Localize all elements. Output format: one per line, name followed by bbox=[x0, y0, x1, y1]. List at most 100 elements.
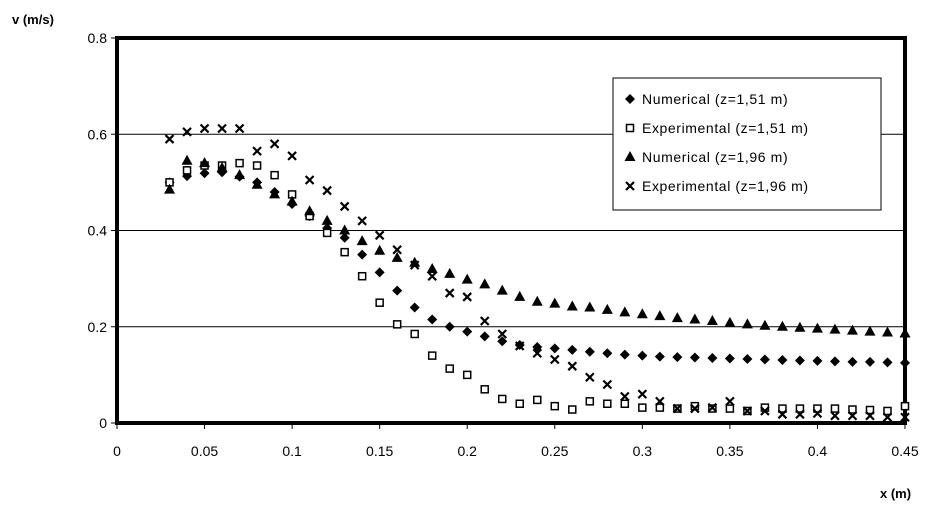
data-point-square bbox=[603, 399, 612, 408]
data-point-x bbox=[602, 379, 613, 390]
data-point-triangle bbox=[706, 314, 718, 325]
data-point-triangle bbox=[776, 320, 788, 331]
data-point-triangle bbox=[724, 316, 736, 327]
data-point-triangle bbox=[864, 325, 876, 336]
series-diamond bbox=[164, 167, 910, 368]
data-point-diamond bbox=[759, 354, 770, 365]
y-tick-label: 0 bbox=[99, 415, 107, 431]
data-point-square bbox=[445, 364, 454, 373]
legend: Numerical (z=1,51 m) Experimental (z=1,51… bbox=[612, 77, 882, 211]
data-point-x bbox=[655, 396, 665, 407]
data-point-x bbox=[865, 411, 875, 421]
data-point-square bbox=[725, 404, 735, 413]
data-point-triangle bbox=[811, 322, 823, 333]
data-point-triangle bbox=[234, 169, 246, 180]
data-point-x bbox=[427, 271, 437, 281]
y-axis-label: v (m/s) bbox=[12, 12, 54, 27]
data-point-x bbox=[830, 411, 840, 421]
data-point-triangle bbox=[269, 188, 281, 199]
data-point-diamond bbox=[199, 168, 210, 179]
data-point-diamond bbox=[707, 353, 718, 364]
data-point-x bbox=[760, 406, 770, 416]
data-point-square bbox=[550, 401, 560, 411]
x-tick-label: 0.2 bbox=[457, 443, 477, 459]
data-point-triangle bbox=[286, 195, 298, 206]
data-point-x bbox=[252, 146, 262, 156]
series-triangle bbox=[164, 154, 911, 338]
data-point-triangle bbox=[566, 300, 578, 311]
data-point-square bbox=[235, 158, 244, 168]
data-point-triangle bbox=[671, 312, 683, 323]
data-point-x bbox=[409, 260, 420, 270]
data-point-triangle bbox=[619, 306, 631, 317]
data-point-diamond bbox=[584, 346, 595, 357]
legend-marker-diamond bbox=[625, 94, 635, 104]
data-point-diamond bbox=[742, 353, 753, 364]
series-x bbox=[164, 123, 910, 423]
data-point-x bbox=[777, 409, 788, 420]
x-tick-label: 0.25 bbox=[541, 443, 568, 459]
data-point-triangle bbox=[391, 251, 403, 262]
data-point-x bbox=[585, 372, 595, 383]
data-point-diamond bbox=[689, 352, 700, 363]
data-point-diamond bbox=[339, 232, 350, 243]
data-point-diamond bbox=[847, 356, 858, 367]
data-point-x bbox=[567, 361, 578, 371]
data-point-triangle bbox=[601, 303, 613, 314]
data-point-diamond bbox=[479, 331, 490, 342]
data-point-x bbox=[182, 127, 192, 137]
data-point-triangle bbox=[514, 290, 526, 301]
data-point-square bbox=[585, 397, 595, 406]
data-point-x bbox=[164, 134, 175, 144]
data-point-diamond bbox=[409, 302, 420, 313]
data-point-square bbox=[322, 228, 332, 238]
y-tick-label: 0.8 bbox=[88, 30, 108, 46]
data-point-diamond bbox=[497, 336, 508, 347]
data-point-triangle bbox=[899, 327, 911, 338]
legend-entry-label: Experimental (z=1,96 m) bbox=[642, 178, 809, 194]
data-point-triangle bbox=[199, 157, 211, 168]
legend-entry-label: Numerical (z=1,51 m) bbox=[642, 91, 788, 107]
data-point-square bbox=[848, 405, 857, 414]
data-point-x bbox=[357, 216, 367, 226]
legend-marker-triangle bbox=[624, 151, 636, 161]
data-point-square bbox=[480, 385, 489, 394]
data-point-square bbox=[515, 399, 525, 408]
data-point-x bbox=[532, 348, 543, 358]
data-point-triangle bbox=[654, 310, 666, 321]
x-tick-label: 0.05 bbox=[191, 443, 218, 459]
data-point-diamond bbox=[864, 356, 875, 367]
data-point-square bbox=[410, 329, 419, 339]
x-tick-label: 0.15 bbox=[366, 443, 393, 459]
data-point-square bbox=[427, 351, 437, 360]
data-point-x bbox=[882, 412, 893, 423]
data-point-diamond bbox=[374, 267, 385, 278]
data-point-triangle bbox=[689, 313, 701, 324]
data-point-x bbox=[392, 244, 402, 255]
data-point-x bbox=[707, 402, 718, 413]
data-point-square bbox=[375, 298, 384, 307]
x-tick-label: 0.3 bbox=[633, 443, 653, 459]
x-tick-label: 0.1 bbox=[282, 443, 302, 459]
x-tick-label: 0.35 bbox=[716, 443, 743, 459]
data-point-square bbox=[795, 404, 805, 413]
data-point-square bbox=[900, 401, 910, 411]
data-point-diamond bbox=[724, 353, 735, 364]
data-point-diamond bbox=[794, 355, 805, 366]
data-point-square bbox=[883, 406, 892, 416]
data-point-diamond bbox=[602, 348, 613, 359]
data-point-x bbox=[497, 329, 508, 339]
data-point-triangle bbox=[741, 318, 753, 329]
data-point-x bbox=[690, 403, 700, 414]
data-point-diamond bbox=[672, 352, 683, 363]
x-tick-label: 0.4 bbox=[808, 443, 828, 459]
data-point-x bbox=[269, 139, 280, 149]
data-point-x bbox=[742, 406, 753, 416]
data-point-square bbox=[270, 170, 279, 180]
data-point-triangle bbox=[164, 183, 176, 194]
legend-box bbox=[612, 77, 882, 211]
data-point-triangle bbox=[881, 326, 893, 337]
data-point-x bbox=[322, 185, 332, 196]
data-point-x bbox=[462, 292, 472, 302]
